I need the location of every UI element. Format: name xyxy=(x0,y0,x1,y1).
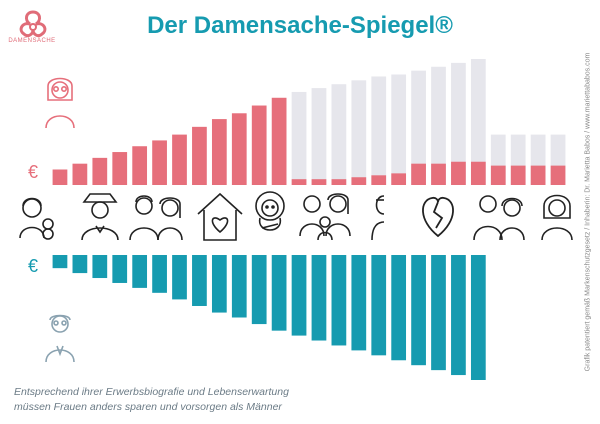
broken-heart-icon xyxy=(422,196,454,238)
men-bar xyxy=(192,255,207,306)
woman-avatar-icon xyxy=(45,77,75,129)
women-bar xyxy=(132,146,148,185)
men-bar xyxy=(132,255,148,288)
men-bar xyxy=(52,255,68,269)
women-bar xyxy=(231,113,247,185)
women-need-bar xyxy=(291,91,307,185)
women-bar xyxy=(431,163,446,185)
women-need-bar xyxy=(431,66,446,185)
men-bar xyxy=(351,255,367,351)
women-bar xyxy=(311,179,327,185)
men-bar xyxy=(470,255,486,380)
women-bar xyxy=(52,169,68,185)
elderly-woman-icon xyxy=(541,194,573,241)
footnote-line-1: Entsprechend ihrer Erwerbsbiografie und … xyxy=(14,386,289,398)
men-bar xyxy=(211,255,227,313)
women-need-bar xyxy=(311,88,327,185)
women-need-bar xyxy=(371,76,387,185)
euro-women-label: € xyxy=(28,162,39,182)
women-need-bar xyxy=(470,59,486,185)
women-bar xyxy=(550,165,566,185)
euro-men-label: € xyxy=(28,256,39,276)
women-bar xyxy=(411,163,426,185)
brand-name: DAMENSACHE xyxy=(8,38,56,44)
women-bar xyxy=(371,175,387,185)
women-bar xyxy=(331,179,347,185)
elderly-couple-icon xyxy=(473,195,525,241)
girl-with-teddy-icon xyxy=(19,197,54,240)
women-bar xyxy=(192,126,207,185)
women-bar xyxy=(152,140,167,185)
men-bar xyxy=(251,255,267,325)
men-bar xyxy=(271,255,287,331)
men-bar xyxy=(92,255,108,279)
women-bar xyxy=(172,134,187,185)
family-icon xyxy=(299,193,351,241)
baby-icon xyxy=(255,191,285,231)
men-bars xyxy=(52,255,486,380)
page-title: Der Damensache-Spiegel® xyxy=(147,12,453,39)
damensache-logo xyxy=(19,10,47,38)
women-bar xyxy=(211,119,227,185)
women-need-bar xyxy=(331,84,347,185)
women-need-bar xyxy=(411,70,426,185)
women-need-bar xyxy=(451,62,466,185)
man-avatar-icon xyxy=(45,314,75,363)
partial-person-icon xyxy=(371,195,385,241)
men-bar xyxy=(331,255,347,346)
men-bar xyxy=(451,255,466,376)
women-bars xyxy=(52,97,566,185)
women-bar xyxy=(470,161,486,185)
women-bar xyxy=(72,163,88,185)
women-bar xyxy=(510,165,526,185)
footnote-line-2: müssen Frauen anders sparen und vorsorge… xyxy=(14,401,282,413)
women-need-bar xyxy=(391,74,407,185)
women-need-bar xyxy=(351,80,367,185)
men-bar xyxy=(411,255,426,366)
women-bar xyxy=(92,157,108,185)
copyright-side-text: Grafik patentiert gemäß Markenschutzgese… xyxy=(584,52,592,372)
men-bar xyxy=(72,255,88,274)
women-bar xyxy=(530,165,546,185)
men-bar xyxy=(431,255,446,371)
wedding-couple-icon xyxy=(129,195,183,241)
men-bar xyxy=(172,255,187,300)
women-bar xyxy=(451,161,466,185)
men-bar xyxy=(112,255,128,283)
men-bar xyxy=(152,255,167,293)
women-bar xyxy=(271,97,287,185)
young-woman-icon xyxy=(81,193,119,241)
women-bar xyxy=(490,165,506,185)
men-bar xyxy=(391,255,407,361)
men-bar xyxy=(291,255,307,336)
women-bar xyxy=(391,173,407,185)
women-bar xyxy=(112,152,128,185)
women-bar xyxy=(291,179,307,185)
men-bar xyxy=(371,255,387,356)
women-bar xyxy=(351,177,367,185)
men-bar xyxy=(231,255,247,318)
women-bar xyxy=(251,105,267,185)
men-bar xyxy=(311,255,327,341)
house-heart-icon xyxy=(197,192,243,241)
